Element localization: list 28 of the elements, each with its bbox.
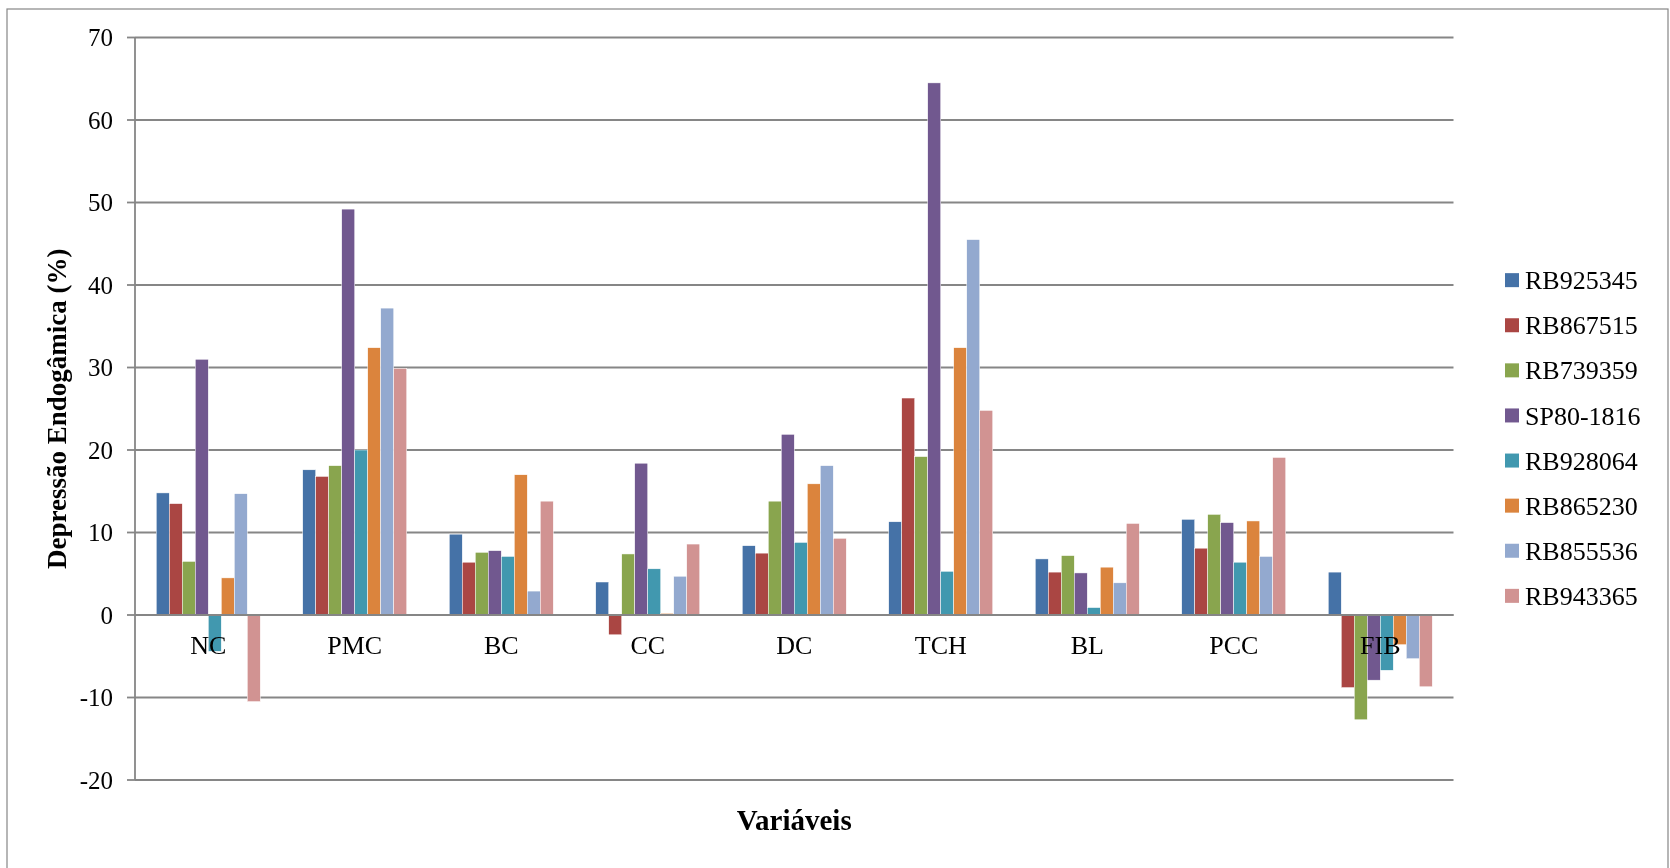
y-tick-label: 70 — [88, 24, 113, 52]
legend-label: RB925345 — [1525, 266, 1638, 296]
x-tick-label: BC — [483, 631, 519, 661]
legend-label: SP80-1816 — [1525, 401, 1641, 431]
y-tick-label: 60 — [88, 106, 113, 134]
x-tick-label: PCC — [1209, 631, 1259, 661]
y-tick-label: -20 — [79, 766, 113, 794]
y-tick-label: -10 — [79, 684, 113, 712]
x-tick-label: BL — [1070, 631, 1104, 661]
y-tick-label: 10 — [88, 519, 113, 547]
x-tick-label: DC — [776, 631, 813, 661]
x-tick-label: TCH — [914, 631, 967, 661]
legend-label: RB928064 — [1525, 446, 1638, 476]
legend-label: RB865230 — [1525, 491, 1638, 521]
y-tick-label: 20 — [88, 436, 113, 464]
x-tick-label: CC — [630, 631, 666, 661]
y-tick-label: 40 — [88, 271, 113, 299]
legend-label: RB943365 — [1525, 581, 1638, 611]
y-tick-label: 0 — [100, 601, 113, 629]
y-axis-title: Depressão Endogâmica (%) — [41, 248, 72, 569]
legend-label: RB739359 — [1525, 356, 1638, 386]
y-tick-label: 50 — [88, 189, 113, 217]
x-tick-label: NC — [190, 631, 227, 661]
y-tick-label: 30 — [88, 354, 113, 382]
legend-label: RB855536 — [1525, 536, 1638, 566]
x-tick-label: PMC — [327, 631, 383, 661]
x-axis-title: Variáveis — [736, 804, 852, 837]
legend-label: RB867515 — [1525, 311, 1638, 341]
